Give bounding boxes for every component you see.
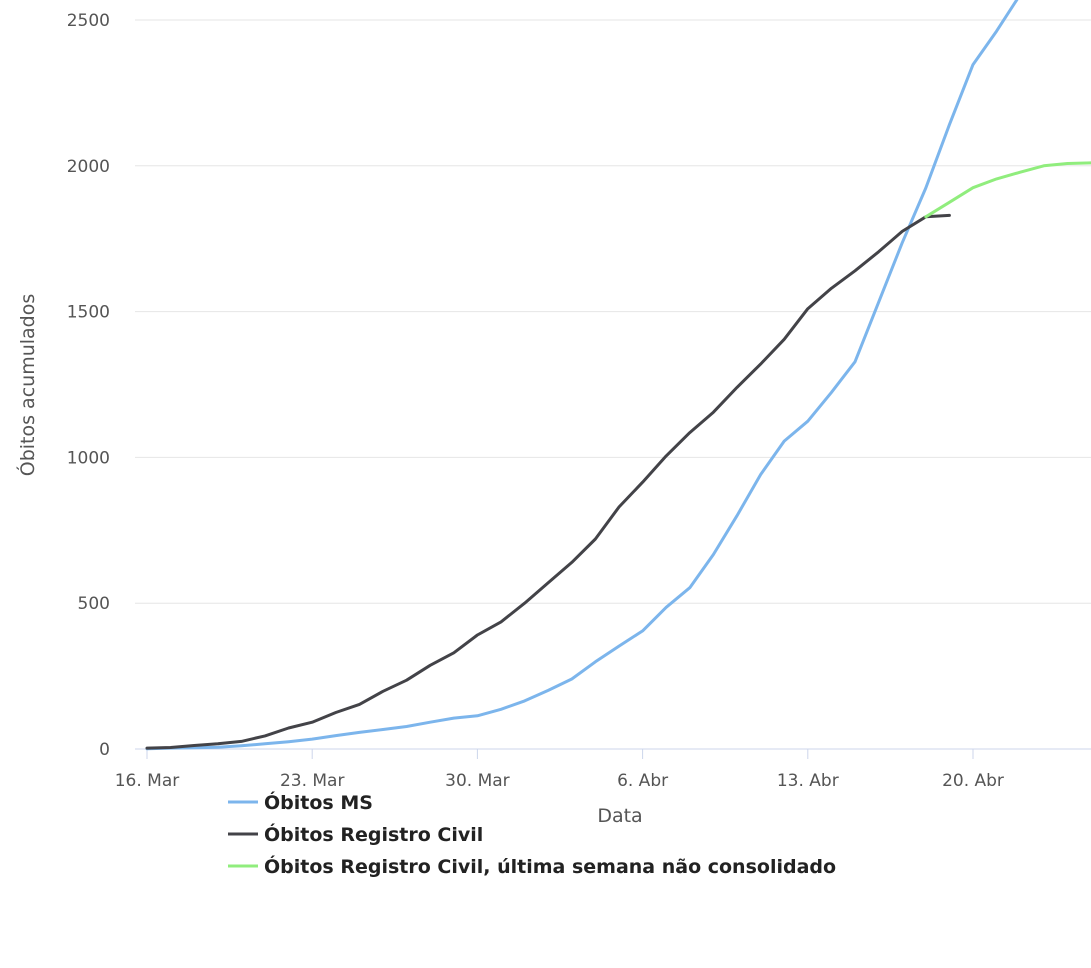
x-tick-label: 16. Mar: [115, 771, 180, 791]
y-tick-label: 0: [99, 740, 110, 760]
x-tick-label: 20. Abr: [942, 771, 1004, 791]
x-tick-labels: 16. Mar 23. Mar 30. Mar 6. Abr 13. Abr 20. Ab…: [115, 748, 1091, 791]
legend-label: Óbitos Registro Civil: [264, 822, 483, 846]
legend-label: Óbitos MS: [264, 790, 373, 814]
legend-item[interactable]: Óbitos Registro Civil, última semana não…: [228, 854, 836, 878]
y-axis-title: Óbitos acumulados: [15, 294, 39, 477]
x-axis-title: Data: [597, 805, 642, 827]
legend-label: Óbitos Registro Civil, última semana não…: [264, 854, 836, 878]
y-tick-label: 1000: [67, 448, 110, 468]
series-line-2: [145, 213, 951, 750]
legend: Óbitos MS Óbitos Registro Civil Óbitos Reg…: [228, 790, 836, 878]
legend-item[interactable]: Óbitos Registro Civil: [228, 822, 483, 846]
y-tick-labels: 0 500 1000 1500 2000 2500: [67, 11, 110, 760]
y-tick-label: 500: [78, 594, 110, 614]
x-tick-label: 6. Abr: [617, 771, 668, 791]
y-gridlines: [135, 19, 1091, 604]
y-tick-label: 2500: [67, 11, 110, 31]
x-tick-label: 30. Mar: [445, 771, 510, 791]
x-tick-label: 13. Abr: [777, 771, 839, 791]
y-tick-label: 1500: [67, 303, 110, 323]
x-tick-label: 23. Mar: [280, 771, 345, 791]
series-line-1: [145, 0, 1019, 751]
series-line-3: [924, 161, 1091, 219]
y-tick-label: 2000: [67, 157, 110, 177]
legend-item[interactable]: Óbitos MS: [228, 790, 373, 814]
series-lines: [145, 0, 1091, 751]
